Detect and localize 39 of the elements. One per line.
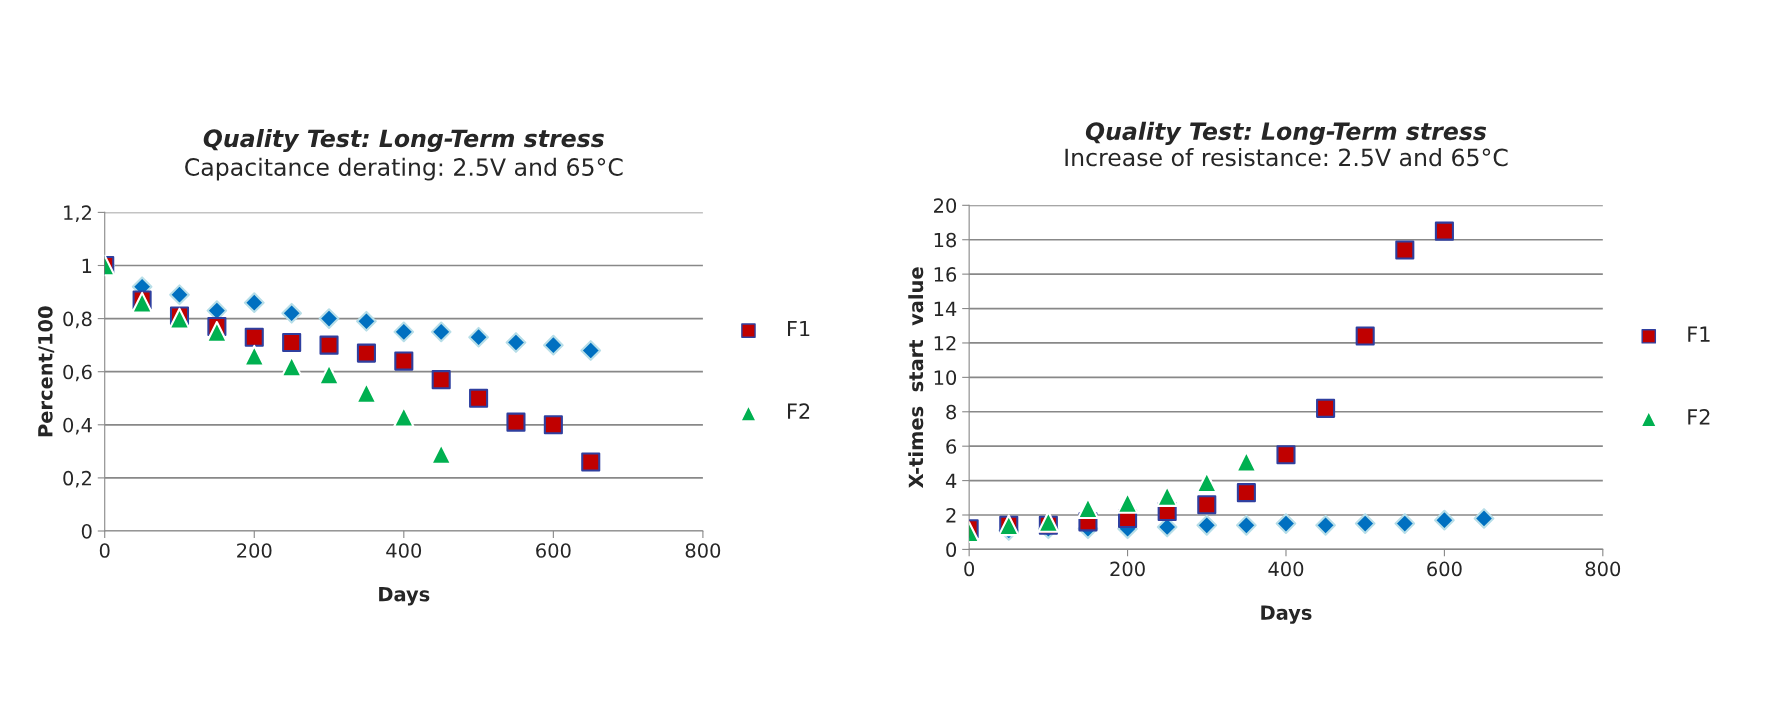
x-tick-label: 200 — [1110, 561, 1145, 577]
y-tick-label: 12 — [934, 335, 956, 351]
y-axis-title: Percent/100 — [37, 306, 55, 437]
y-tick-label: 0,6 — [63, 364, 92, 382]
x-axis-title: Days — [379, 587, 430, 606]
y-tick-label: 14 — [934, 301, 957, 316]
legend-label: F2 — [788, 403, 810, 419]
x-tick-label: 400 — [386, 543, 422, 558]
legend-label: F1 — [788, 320, 810, 337]
y-axis-title: X-times start value — [908, 267, 924, 488]
y-tick-label: 2 — [946, 507, 956, 523]
y-tick-label: 10 — [934, 370, 957, 386]
y-tick-label: 1,2 — [64, 205, 91, 223]
x-tick-label: 800 — [1585, 561, 1621, 577]
y-tick-label: 1 — [82, 258, 92, 273]
x-tick-label: 0 — [99, 543, 110, 558]
x-tick-label: 600 — [1427, 561, 1462, 577]
x-tick-label: 400 — [1268, 561, 1304, 577]
y-tick-label: 20 — [934, 198, 957, 213]
legend-label: F1 — [1688, 326, 1710, 342]
x-axis-title: Days — [1261, 605, 1312, 624]
y-tick-label: 0,4 — [63, 417, 92, 435]
chart-title: Quality Test: Long-Term stress — [203, 128, 604, 152]
x-tick-label: 800 — [685, 543, 721, 558]
y-tick-label: 8 — [946, 404, 957, 420]
x-tick-label: 200 — [237, 543, 272, 558]
legend-label: F2 — [1688, 408, 1710, 425]
y-tick-label: 6 — [946, 439, 957, 454]
y-tick-label: 0,2 — [63, 470, 91, 488]
chart-title: Quality Test: Long-Term stress — [1085, 121, 1487, 145]
y-tick-label: 0 — [81, 523, 92, 539]
chart-subtitle: Capacitance derating: 2.5V and 65°C — [185, 157, 623, 181]
y-tick-label: 0,8 — [63, 311, 92, 329]
y-tick-label: 16 — [934, 267, 957, 282]
y-tick-label: 4 — [945, 473, 957, 488]
x-tick-label: 600 — [536, 543, 571, 558]
x-tick-label: 0 — [964, 561, 975, 577]
chart-subtitle: Increase of resistance: 2.5V and 65°C — [1065, 148, 1508, 167]
y-tick-label: 18 — [934, 232, 957, 248]
